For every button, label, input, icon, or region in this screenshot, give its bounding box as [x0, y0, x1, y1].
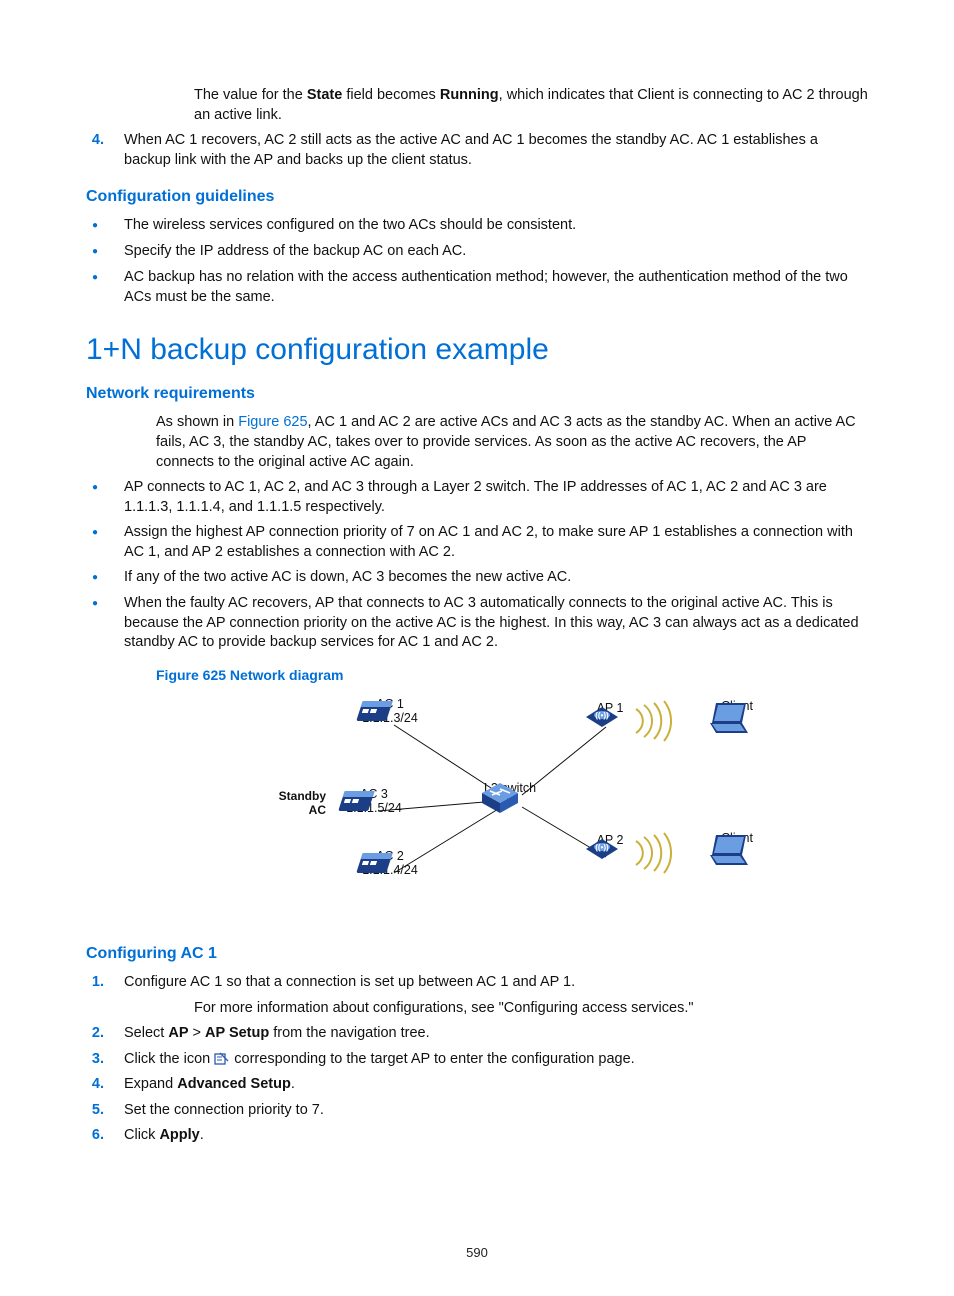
network-diagram: AC 1 1.1.1.3/24 AC 3 1.1.1.5/24 [172, 691, 812, 921]
list-item: ● AC backup has no relation with the acce… [86, 268, 868, 307]
list-item-text: When the faulty AC recovers, AP that con… [124, 594, 868, 653]
list-item: ● Assign the highest AP connection priori… [86, 523, 868, 562]
heading-network-requirements: Network requirements [86, 385, 868, 403]
standby-ac-label: Standby AC [266, 789, 326, 817]
step-item: 6. Click Apply. [86, 1126, 868, 1146]
list-item: ● Specify the IP address of the backup AC… [86, 242, 868, 262]
bullet-icon: ● [86, 478, 104, 517]
step-body: When AC 1 recovers, AC 2 still acts as t… [124, 131, 868, 170]
figure-caption: Figure 625 Network diagram [156, 667, 868, 683]
laptop-icon [702, 831, 752, 869]
intro-paragraph: The value for the State field becomes Ru… [194, 86, 868, 125]
node-client-2: Client [702, 831, 772, 845]
ap-icon: ((•)) [582, 833, 622, 867]
step-number: 6. [86, 1126, 104, 1146]
list-item-text: AP connects to AC 1, AC 2, and AC 3 thro… [124, 478, 868, 517]
node-ac2: AC 2 1.1.1.4/24 [350, 849, 430, 877]
bullet-icon: ● [86, 523, 104, 562]
ac-icon [350, 697, 394, 727]
step-body: Select AP > AP Setup from the navigation… [124, 1024, 868, 1044]
step-item: 1. Configure AC 1 so that a connection is… [86, 973, 868, 993]
ac-icon [350, 849, 394, 879]
node-l2-switch: L2 switch [480, 781, 540, 795]
ap-icon: ((•)) [582, 701, 622, 735]
svg-text:((•)): ((•)) [595, 843, 609, 852]
bullet-icon: ● [86, 242, 104, 262]
step-body: Configure AC 1 so that a connection is s… [124, 973, 868, 993]
netreq-intro: As shown in Figure 625, AC 1 and AC 2 ar… [156, 413, 868, 472]
list-item: ● When the faulty AC recovers, AP that co… [86, 594, 868, 653]
step-number: 3. [86, 1050, 104, 1070]
step-item: 5. Set the connection priority to 7. [86, 1101, 868, 1121]
switch-icon [480, 781, 520, 815]
page-number: 590 [0, 1245, 954, 1260]
node-ac1: AC 1 1.1.1.3/24 [350, 697, 430, 725]
step-number: 2. [86, 1024, 104, 1044]
step-body: Click Apply. [124, 1126, 868, 1146]
step-number: 4. [86, 131, 104, 170]
heading-configuring-ac1: Configuring AC 1 [86, 945, 868, 963]
list-item-text: Specify the IP address of the backup AC … [124, 242, 868, 262]
step-4: 4. When AC 1 recovers, AC 2 still acts a… [86, 131, 868, 170]
list-item: ● AP connects to AC 1, AC 2, and AC 3 thr… [86, 478, 868, 517]
list-item-text: AC backup has no relation with the acces… [124, 268, 868, 307]
list-item-text: Assign the highest AP connection priorit… [124, 523, 868, 562]
list-item-text: The wireless services configured on the … [124, 216, 868, 236]
bullet-icon: ● [86, 216, 104, 236]
node-client-1: Client [702, 699, 772, 713]
node-ac3: AC 3 1.1.1.5/24 [332, 787, 416, 815]
step-number: 1. [86, 973, 104, 993]
laptop-icon [702, 699, 752, 737]
bullet-icon: ● [86, 594, 104, 653]
bullet-icon: ● [86, 568, 104, 588]
svg-text:((•)): ((•)) [595, 711, 609, 720]
step-item: 3. Click the icon corresponding to the ta… [86, 1050, 868, 1070]
step-body: Expand Advanced Setup. [124, 1075, 868, 1095]
bullet-icon: ● [86, 268, 104, 307]
list-item-text: If any of the two active AC is down, AC … [124, 568, 868, 588]
step-item: 4. Expand Advanced Setup. [86, 1075, 868, 1095]
list-item: ● The wireless services configured on the… [86, 216, 868, 236]
figure-link[interactable]: Figure 625 [238, 414, 307, 430]
wifi-waves-icon [630, 699, 690, 743]
heading-1n-backup: 1+N backup configuration example [86, 333, 868, 367]
heading-config-guidelines: Configuration guidelines [86, 188, 868, 206]
step-body: Set the connection priority to 7. [124, 1101, 868, 1121]
step-item: 2. Select AP > AP Setup from the navigati… [86, 1024, 868, 1044]
step-body: Click the icon corresponding to the targ… [124, 1050, 868, 1070]
list-item: ● If any of the two active AC is down, AC… [86, 568, 868, 588]
edit-icon [214, 1052, 230, 1066]
step-number: 5. [86, 1101, 104, 1121]
ac-icon [332, 787, 376, 817]
step-number: 4. [86, 1075, 104, 1095]
step-extra: For more information about configuration… [194, 999, 868, 1019]
wifi-waves-icon [630, 831, 690, 875]
